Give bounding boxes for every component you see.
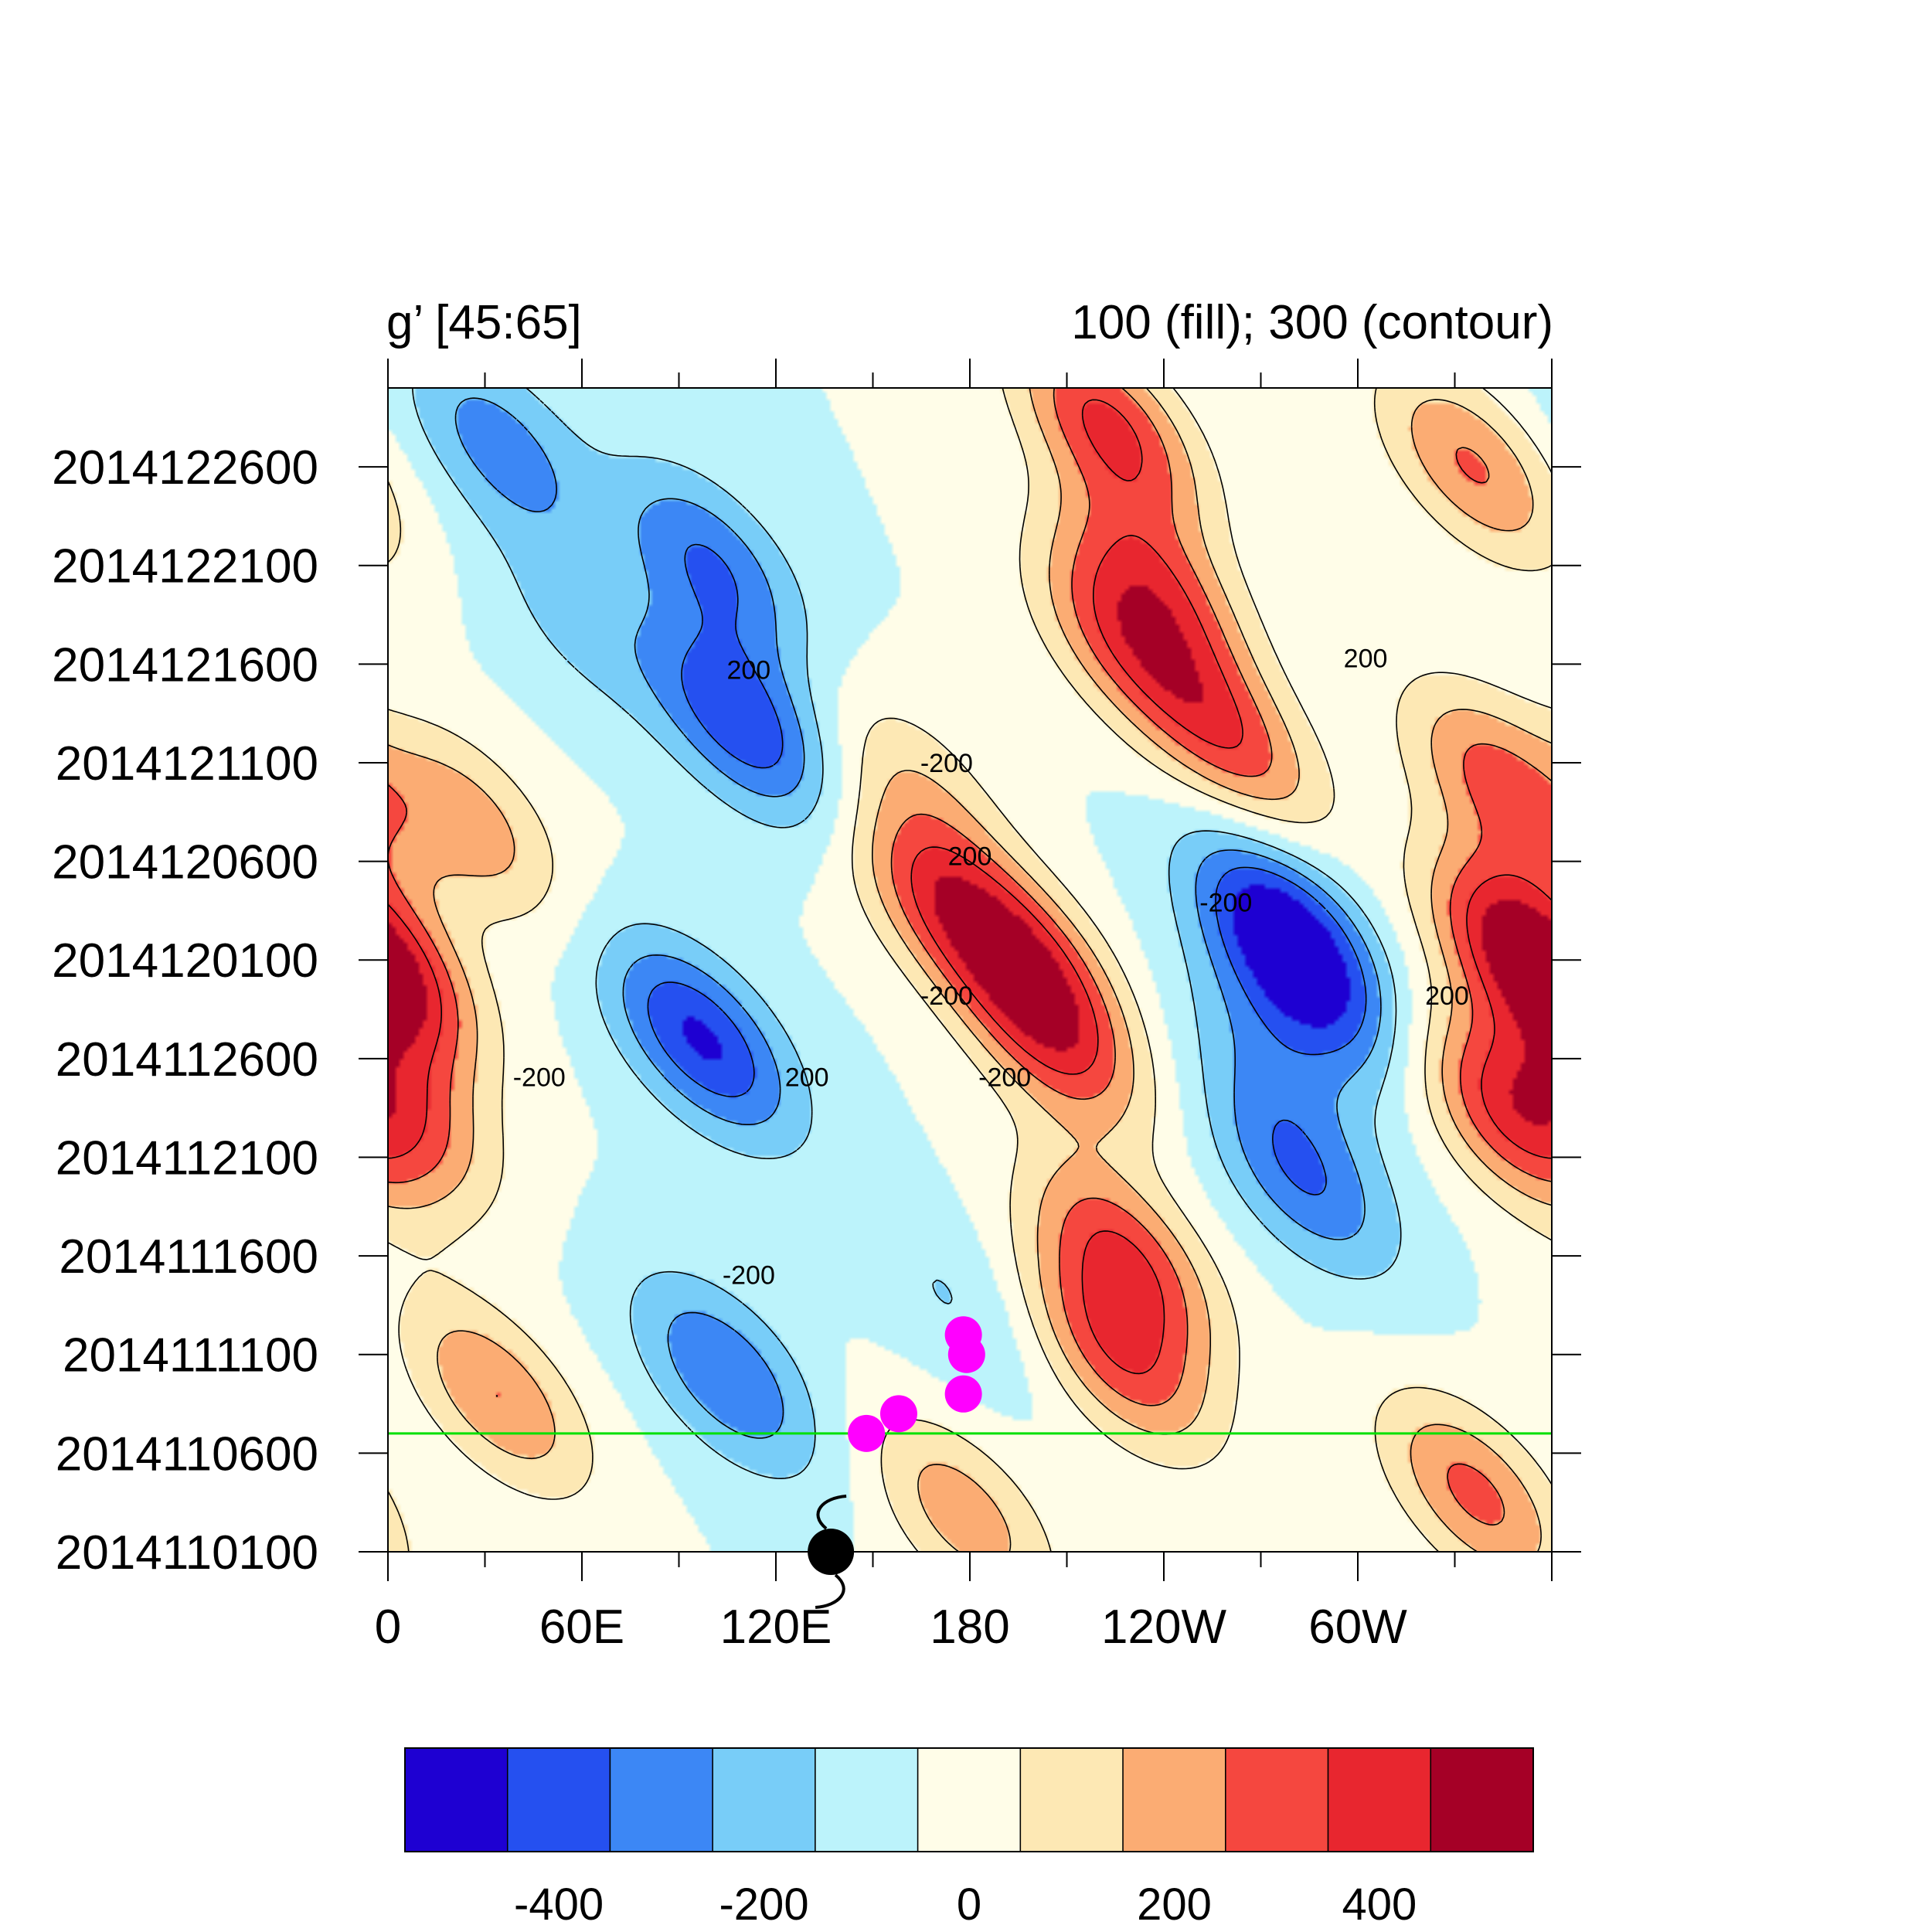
colorbar-swatch — [712, 1747, 816, 1852]
y-tick-label: 2014112100 — [56, 1131, 318, 1185]
y-tick-label: 2014121600 — [52, 638, 318, 692]
plot-area: -200 -200 -200 200 200 200 200 -200 200 -200 -200 — [387, 387, 1553, 1609]
colorbar-tick-label: -200 — [719, 1879, 808, 1930]
colorbar-swatch — [506, 1747, 611, 1852]
colorbar-swatch — [1430, 1747, 1534, 1852]
x-axis: 0 60E 120E 180 120W 60W — [375, 359, 1553, 1654]
x-tick-label: 0 — [375, 1600, 401, 1654]
colorbar-swatch — [1122, 1747, 1226, 1852]
y-axis: 2014122600 2014122100 2014121600 2014121100… — [52, 441, 1581, 1580]
colorbar-tick-label: 0 — [957, 1879, 981, 1930]
colorbar-tick-label: 400 — [1342, 1879, 1417, 1930]
x-tick-label: 60W — [1308, 1600, 1407, 1654]
track-point — [944, 1375, 982, 1413]
y-tick-label: 2014122100 — [52, 540, 318, 594]
y-tick-label: 2014120600 — [52, 836, 318, 889]
contour-label: -200 — [920, 749, 973, 778]
colorbar-swatch — [1225, 1747, 1329, 1852]
y-tick-label: 2014122600 — [52, 441, 318, 495]
contour-400 — [388, 399, 1552, 1375]
track-point — [848, 1414, 886, 1452]
colorbar-tick-label: 200 — [1137, 1879, 1212, 1930]
y-tick-label: 2014121100 — [56, 737, 318, 791]
colorbar-swatch — [609, 1747, 713, 1852]
colorbar: -400 -200 0 200 400 — [404, 1747, 1534, 1930]
contour-label: -200 — [723, 1261, 775, 1291]
contour-label: -200 — [513, 1063, 566, 1093]
chart-title-left: g’ [45:65] — [386, 296, 582, 349]
y-tick-label: 2014120100 — [52, 934, 318, 988]
track-point — [944, 1316, 982, 1354]
cyclone-arm-icon — [816, 1495, 847, 1530]
y-tick-label: 2014111600 — [59, 1230, 318, 1284]
contour-300 — [388, 388, 1552, 1526]
colorbar-frame — [404, 1747, 1534, 1852]
y-tick-label: 2014110600 — [56, 1427, 318, 1481]
colorbar-swatch — [404, 1747, 509, 1852]
y-tick-label: 2014112600 — [56, 1033, 318, 1087]
contour-label: 200 — [726, 656, 770, 685]
contour-label: 200 — [1425, 981, 1469, 1011]
contour-label: -200 — [978, 1063, 1031, 1093]
x-tick-label: 120W — [1101, 1600, 1226, 1654]
contour-200 — [388, 388, 1552, 1552]
track-point — [879, 1395, 917, 1433]
x-tick-label: 180 — [930, 1600, 1009, 1654]
contour-label: -200 — [920, 981, 973, 1011]
colorbar-swatch — [1327, 1747, 1432, 1852]
contour-label: 200 — [948, 842, 992, 871]
contour-label: 200 — [785, 1063, 829, 1093]
colorbar-swatch — [815, 1747, 919, 1852]
contour--200 — [454, 397, 1382, 1439]
colorbar-tick-label: -400 — [514, 1879, 604, 1930]
storm-track — [848, 1316, 985, 1452]
x-tick-label: 120E — [720, 1600, 832, 1654]
colorbar-swatch — [917, 1747, 1022, 1852]
contour-lines: -200 -200 -200 200 200 200 200 -200 200 -200 -200 — [388, 388, 1552, 1552]
contour-label: 200 — [1344, 644, 1388, 673]
x-tick-label: 60E — [539, 1600, 624, 1654]
contour-label: -200 — [1199, 889, 1252, 918]
y-tick-label: 2014111100 — [63, 1329, 318, 1383]
contour--100 — [412, 388, 1402, 1479]
colorbar-swatch — [1019, 1747, 1124, 1852]
contour--300 — [647, 543, 1367, 1196]
y-tick-label: 2014110100 — [56, 1526, 318, 1580]
chart-title-right: 100 (fill); 300 (contour) — [1071, 296, 1553, 349]
cyclone-arm-icon — [815, 1573, 845, 1609]
